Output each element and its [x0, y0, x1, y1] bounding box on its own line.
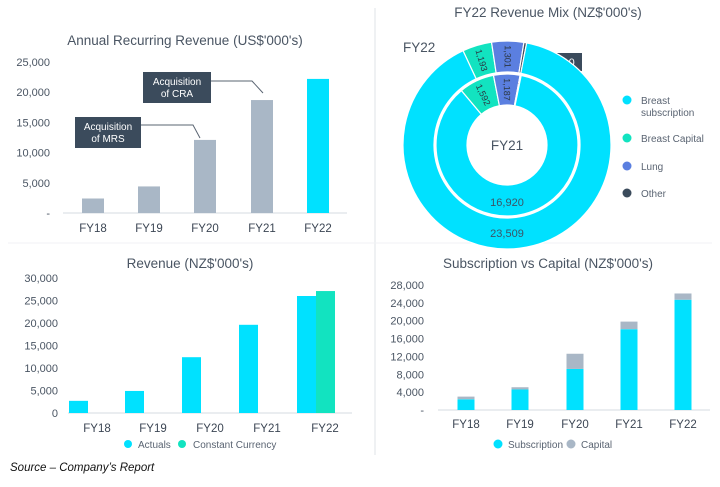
legend-label: Actuals: [138, 440, 171, 451]
annotation-text: of CRA: [161, 89, 194, 100]
y-tick-label: 20,000: [24, 318, 58, 330]
ring-label-fy22: FY22: [403, 40, 435, 55]
bar-fy18: [82, 198, 104, 213]
bar-subscription-fy22: [674, 299, 692, 410]
legend-label: subscription: [641, 108, 694, 119]
legend-marker: [124, 440, 132, 448]
y-tick-label: 16,000: [390, 334, 424, 346]
y-tick-label: 15,000: [16, 117, 50, 129]
y-tick-label: 4,000: [396, 387, 424, 399]
bar-actuals-fy19: [125, 390, 144, 413]
legend-label: Subscription: [508, 440, 563, 451]
chart-title: FY22 Revenue Mix (NZ$'000's): [454, 5, 641, 20]
y-tick-label: -: [46, 208, 50, 220]
legend-marker-breast-capital: [622, 133, 632, 143]
y-tick-label: 25,000: [16, 57, 50, 69]
bar-actuals-fy22: [297, 296, 316, 413]
legend-marker: [493, 439, 503, 449]
legend-label: Breast: [641, 96, 670, 107]
x-tick-label: FY21: [615, 419, 643, 431]
annotation-leader-line: [141, 124, 201, 139]
x-tick-label: FY19: [506, 419, 534, 431]
x-tick-label: FY22: [304, 223, 332, 235]
legend-label: Other: [641, 189, 667, 200]
annotation-box: [143, 72, 211, 103]
x-tick-label: FY18: [79, 223, 107, 235]
bar-capital-fy18: [457, 396, 475, 400]
bar-subscription-fy20: [566, 368, 584, 410]
legend-label: Capital: [581, 440, 612, 451]
legend-marker-other: [622, 188, 632, 198]
bar-capital-fy21: [620, 321, 638, 330]
legend-label: Constant Currency: [193, 440, 276, 451]
bar-subscription-fy21: [620, 329, 638, 410]
x-tick-label: FY20: [561, 419, 589, 431]
x-tick-label: FY22: [311, 423, 339, 435]
bar-subscription-fy19: [511, 389, 529, 410]
y-tick-label: 24,000: [390, 298, 424, 310]
donut-value-label: 23,509: [490, 228, 524, 240]
bar-capital-fy20: [566, 353, 584, 369]
source-note: Source – Company’s Report: [10, 462, 155, 474]
bar-capital-fy22: [674, 293, 692, 300]
legend-label: Breast Capital: [641, 134, 704, 145]
bar-capital-fy19: [511, 387, 529, 390]
ring-label-fy21: FY21: [491, 138, 523, 153]
donut-value-label: 1,187: [502, 78, 512, 101]
x-tick-label: FY20: [191, 223, 219, 235]
x-tick-label: FY19: [139, 423, 167, 435]
x-tick-label: FY21: [248, 223, 276, 235]
bar-actuals-fy18: [69, 400, 88, 413]
y-tick-label: 8,000: [396, 369, 424, 381]
y-tick-label: 15,000: [24, 341, 58, 353]
bar-actuals-fy20: [182, 357, 201, 413]
y-tick-label: 5,000: [22, 178, 50, 190]
y-tick-label: 25,000: [24, 296, 58, 308]
x-tick-label: FY20: [196, 423, 224, 435]
annotation-box: [75, 117, 141, 148]
legend-marker-breast-subscription: [622, 95, 632, 105]
bar-actuals-fy21: [239, 324, 258, 413]
x-tick-label: FY18: [83, 423, 111, 435]
y-tick-label: 10,000: [24, 363, 58, 375]
bar-fy22: [307, 78, 329, 213]
annotation-text: of MRS: [91, 134, 125, 145]
y-tick-label: 5,000: [30, 386, 58, 398]
x-tick-label: FY18: [452, 419, 480, 431]
y-tick-label: 0: [52, 408, 58, 420]
bar-fy20: [194, 139, 216, 213]
bar-subscription-fy18: [457, 399, 475, 410]
legend-marker: [566, 439, 576, 449]
y-tick-label: 12,000: [390, 351, 424, 363]
y-tick-label: 30,000: [24, 273, 58, 285]
legend-label: Lung: [641, 162, 663, 173]
donut-segment-fy22-breast-subscription: [402, 42, 612, 250]
donut-value-label: 16,920: [490, 197, 524, 209]
chart-title: Revenue (NZ$'000's): [127, 256, 254, 271]
donut-segment-fy21-breast-subscription: [435, 74, 579, 217]
bar-fy21: [251, 100, 273, 213]
y-tick-label: 28,000: [390, 280, 424, 292]
donut-value-label: 1,301: [503, 45, 513, 68]
annotation-text: Acquisition: [153, 77, 201, 88]
chart-title: Subscription vs Capital (NZ$'000's): [443, 256, 653, 271]
y-tick-label: 20,000: [16, 87, 50, 99]
legend-marker-lung: [622, 161, 632, 171]
y-tick-label: 10,000: [16, 148, 50, 160]
annotation-leader-line: [211, 80, 264, 94]
bar-fy19: [138, 186, 160, 213]
y-tick-label: -: [420, 405, 424, 417]
x-tick-label: FY22: [669, 419, 697, 431]
y-tick-label: 20,000: [390, 316, 424, 328]
legend-marker: [178, 440, 186, 448]
x-tick-label: FY19: [135, 223, 163, 235]
annotation-text: Acquisition: [84, 122, 132, 133]
x-tick-label: FY21: [253, 423, 281, 435]
bar-constant-currency-fy22: [316, 291, 335, 413]
chart-title: Annual Recurring Revenue (US$'000's): [67, 33, 303, 48]
